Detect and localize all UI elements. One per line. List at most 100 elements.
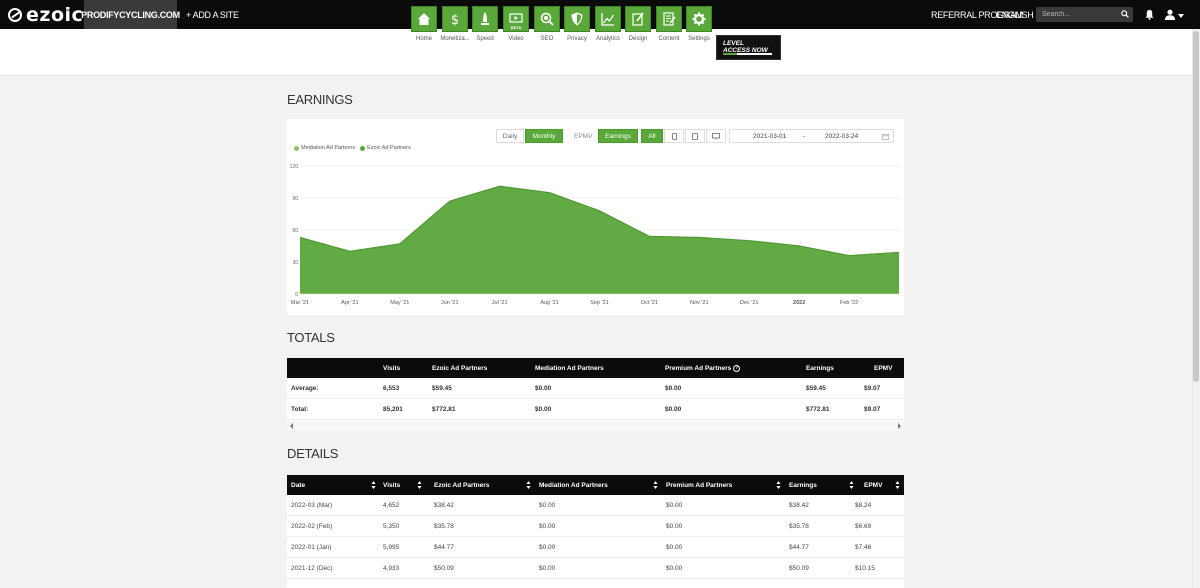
details-header-visits[interactable]: Visits [383,482,401,489]
nav-monetization[interactable]: $ Monetiza... [440,6,470,42]
nav-speed[interactable]: Speed [471,6,499,42]
details-header-premium[interactable]: Premium Ad Partners [666,482,733,489]
epmv-toggle[interactable]: EPMV [574,132,593,140]
totals-cell: 6,553 [383,385,400,392]
totals-horizontal-scrollbar[interactable] [287,421,904,431]
details-header-earnings[interactable]: Earnings [789,482,817,489]
nav-home[interactable]: Home [410,6,438,42]
daily-toggle[interactable]: Daily [496,129,524,143]
details-cell: $8.24 [855,502,872,509]
totals-header-premium: Premium Ad Partners? [665,365,741,373]
all-devices-toggle[interactable]: All [641,129,663,143]
date-separator: - [803,133,806,140]
search-icon[interactable] [1121,10,1129,18]
totals-header-earnings: Earnings [806,365,834,372]
page-scrollbar-thumb[interactable] [1193,31,1199,382]
pencil-icon [632,12,644,26]
monetization-button[interactable]: $ [442,6,468,32]
date-end[interactable]: 2022-03-24 [825,133,859,140]
video-button[interactable]: BETA [503,6,529,32]
details-cell: $50.09 [789,565,809,572]
language-label: ENGLISH [996,10,1034,20]
desktop-device-toggle[interactable] [706,129,726,143]
site-selector[interactable]: PRODIFYCYCLING.COM [81,0,180,29]
totals-cell: $59.45 [806,385,826,392]
legend-item-ezoic[interactable]: Ezoic Ad Partners [360,145,411,151]
scroll-left-icon[interactable] [290,423,293,429]
legend-swatch-ezoic [360,145,366,151]
details-header-ezoic[interactable]: Ezoic Ad Partners [434,482,490,489]
analytics-button[interactable] [595,6,621,32]
totals-row-average: Average: 6,553 $59.45 $0.00 $0.00 $59.45… [287,378,904,399]
details-table: Date Visits Ezoic Ad Partners Mediation … [287,475,904,588]
sort-icon[interactable] [895,480,900,490]
sort-icon[interactable] [417,480,422,490]
sort-icon[interactable] [849,480,854,490]
nav-seo[interactable]: SEO [533,6,561,42]
nav-label-video: Video [508,36,524,42]
nav-label-settings: Settings [688,36,710,42]
nav-label-speed: Speed [476,36,494,42]
area-ezoic-ad-partners [300,186,899,294]
design-button[interactable] [625,6,651,32]
nav-content[interactable]: Content [655,6,683,42]
details-header-mediation[interactable]: Mediation Ad Partners [539,482,608,489]
totals-row-total: Total: 85,201 $772.81 $0.00 $0.00 $772.8… [287,399,904,420]
search-input[interactable] [1036,7,1133,22]
nav-design[interactable]: Design [624,6,652,42]
totals-cell: $9.07 [864,406,881,413]
help-icon[interactable]: ? [733,365,741,372]
details-cell: $38.42 [434,502,454,509]
nav-privacy[interactable]: Privacy [563,6,591,42]
legend-item-mediation[interactable]: Mediation Ad Partners [294,145,355,151]
earnings-toggle[interactable]: Earnings [598,129,638,143]
sort-icon[interactable] [371,480,376,490]
date-range-picker[interactable]: 2021-03-01 - 2022-03-24 [729,129,894,143]
sort-icon[interactable] [776,480,781,490]
level-access-button[interactable]: LEVEL ACCESS NOW [716,35,781,60]
nav-analytics[interactable]: Analytics [594,6,622,42]
date-start[interactable]: 2021-03-01 [753,133,787,140]
tablet-icon [692,132,698,140]
tablet-device-toggle[interactable] [685,129,705,143]
table-row: 2022-02 (Feb) 5,350 $35.78 $0.00 $0.00 $… [287,516,904,537]
settings-button[interactable] [686,6,712,32]
scroll-right-icon[interactable] [898,423,901,429]
home-button[interactable] [411,6,437,32]
nav-settings[interactable]: Settings [685,6,713,42]
user-icon[interactable] [1164,9,1176,20]
details-cell: $0.00 [539,544,556,551]
logo-text: ezoic [26,3,84,26]
details-cell: $0.00 [666,523,683,530]
x-tick-label: Feb '22 [840,300,858,306]
details-cell: $10.15 [855,565,875,572]
sort-icon[interactable] [653,480,658,490]
totals-cell: $772.81 [432,406,456,413]
x-tick-label: Oct '21 [641,300,658,306]
sort-icon[interactable] [526,480,531,490]
user-menu-chevron-icon[interactable] [1178,14,1184,18]
nav-video[interactable]: BETA Video [502,6,530,42]
content-button[interactable] [656,6,682,32]
details-header-epmv[interactable]: EPMV [864,482,883,489]
totals-header-premium-label: Premium Ad Partners [665,365,732,373]
details-header-date[interactable]: Date [291,482,306,489]
bell-icon[interactable] [1144,9,1155,20]
shield-icon [571,12,583,26]
details-cell: $35.78 [789,523,809,530]
seo-button[interactable] [534,6,560,32]
chart-legend: Mediation Ad Partners Ezoic Ad Partners [294,145,411,151]
level-line-1: LEVEL [723,40,744,47]
mobile-device-toggle[interactable] [664,129,684,143]
add-site-link[interactable]: + ADD A SITE [186,10,239,20]
referral-program-link[interactable]: REFERRAL PROGRAM [931,10,1023,20]
totals-header-row: Visits Ezoic Ad Partners Mediation Ad Pa… [287,358,904,378]
privacy-button[interactable] [564,6,590,32]
monthly-toggle[interactable]: Monthly [525,129,563,143]
calendar-icon[interactable] [882,133,889,140]
details-cell: 2022-03 (Mar) [291,502,333,509]
feature-nav [0,29,1192,76]
speed-button[interactable] [472,6,498,32]
x-tick-label: Jul '21 [492,300,508,306]
ezoic-logo[interactable]: ezoic [8,3,84,26]
